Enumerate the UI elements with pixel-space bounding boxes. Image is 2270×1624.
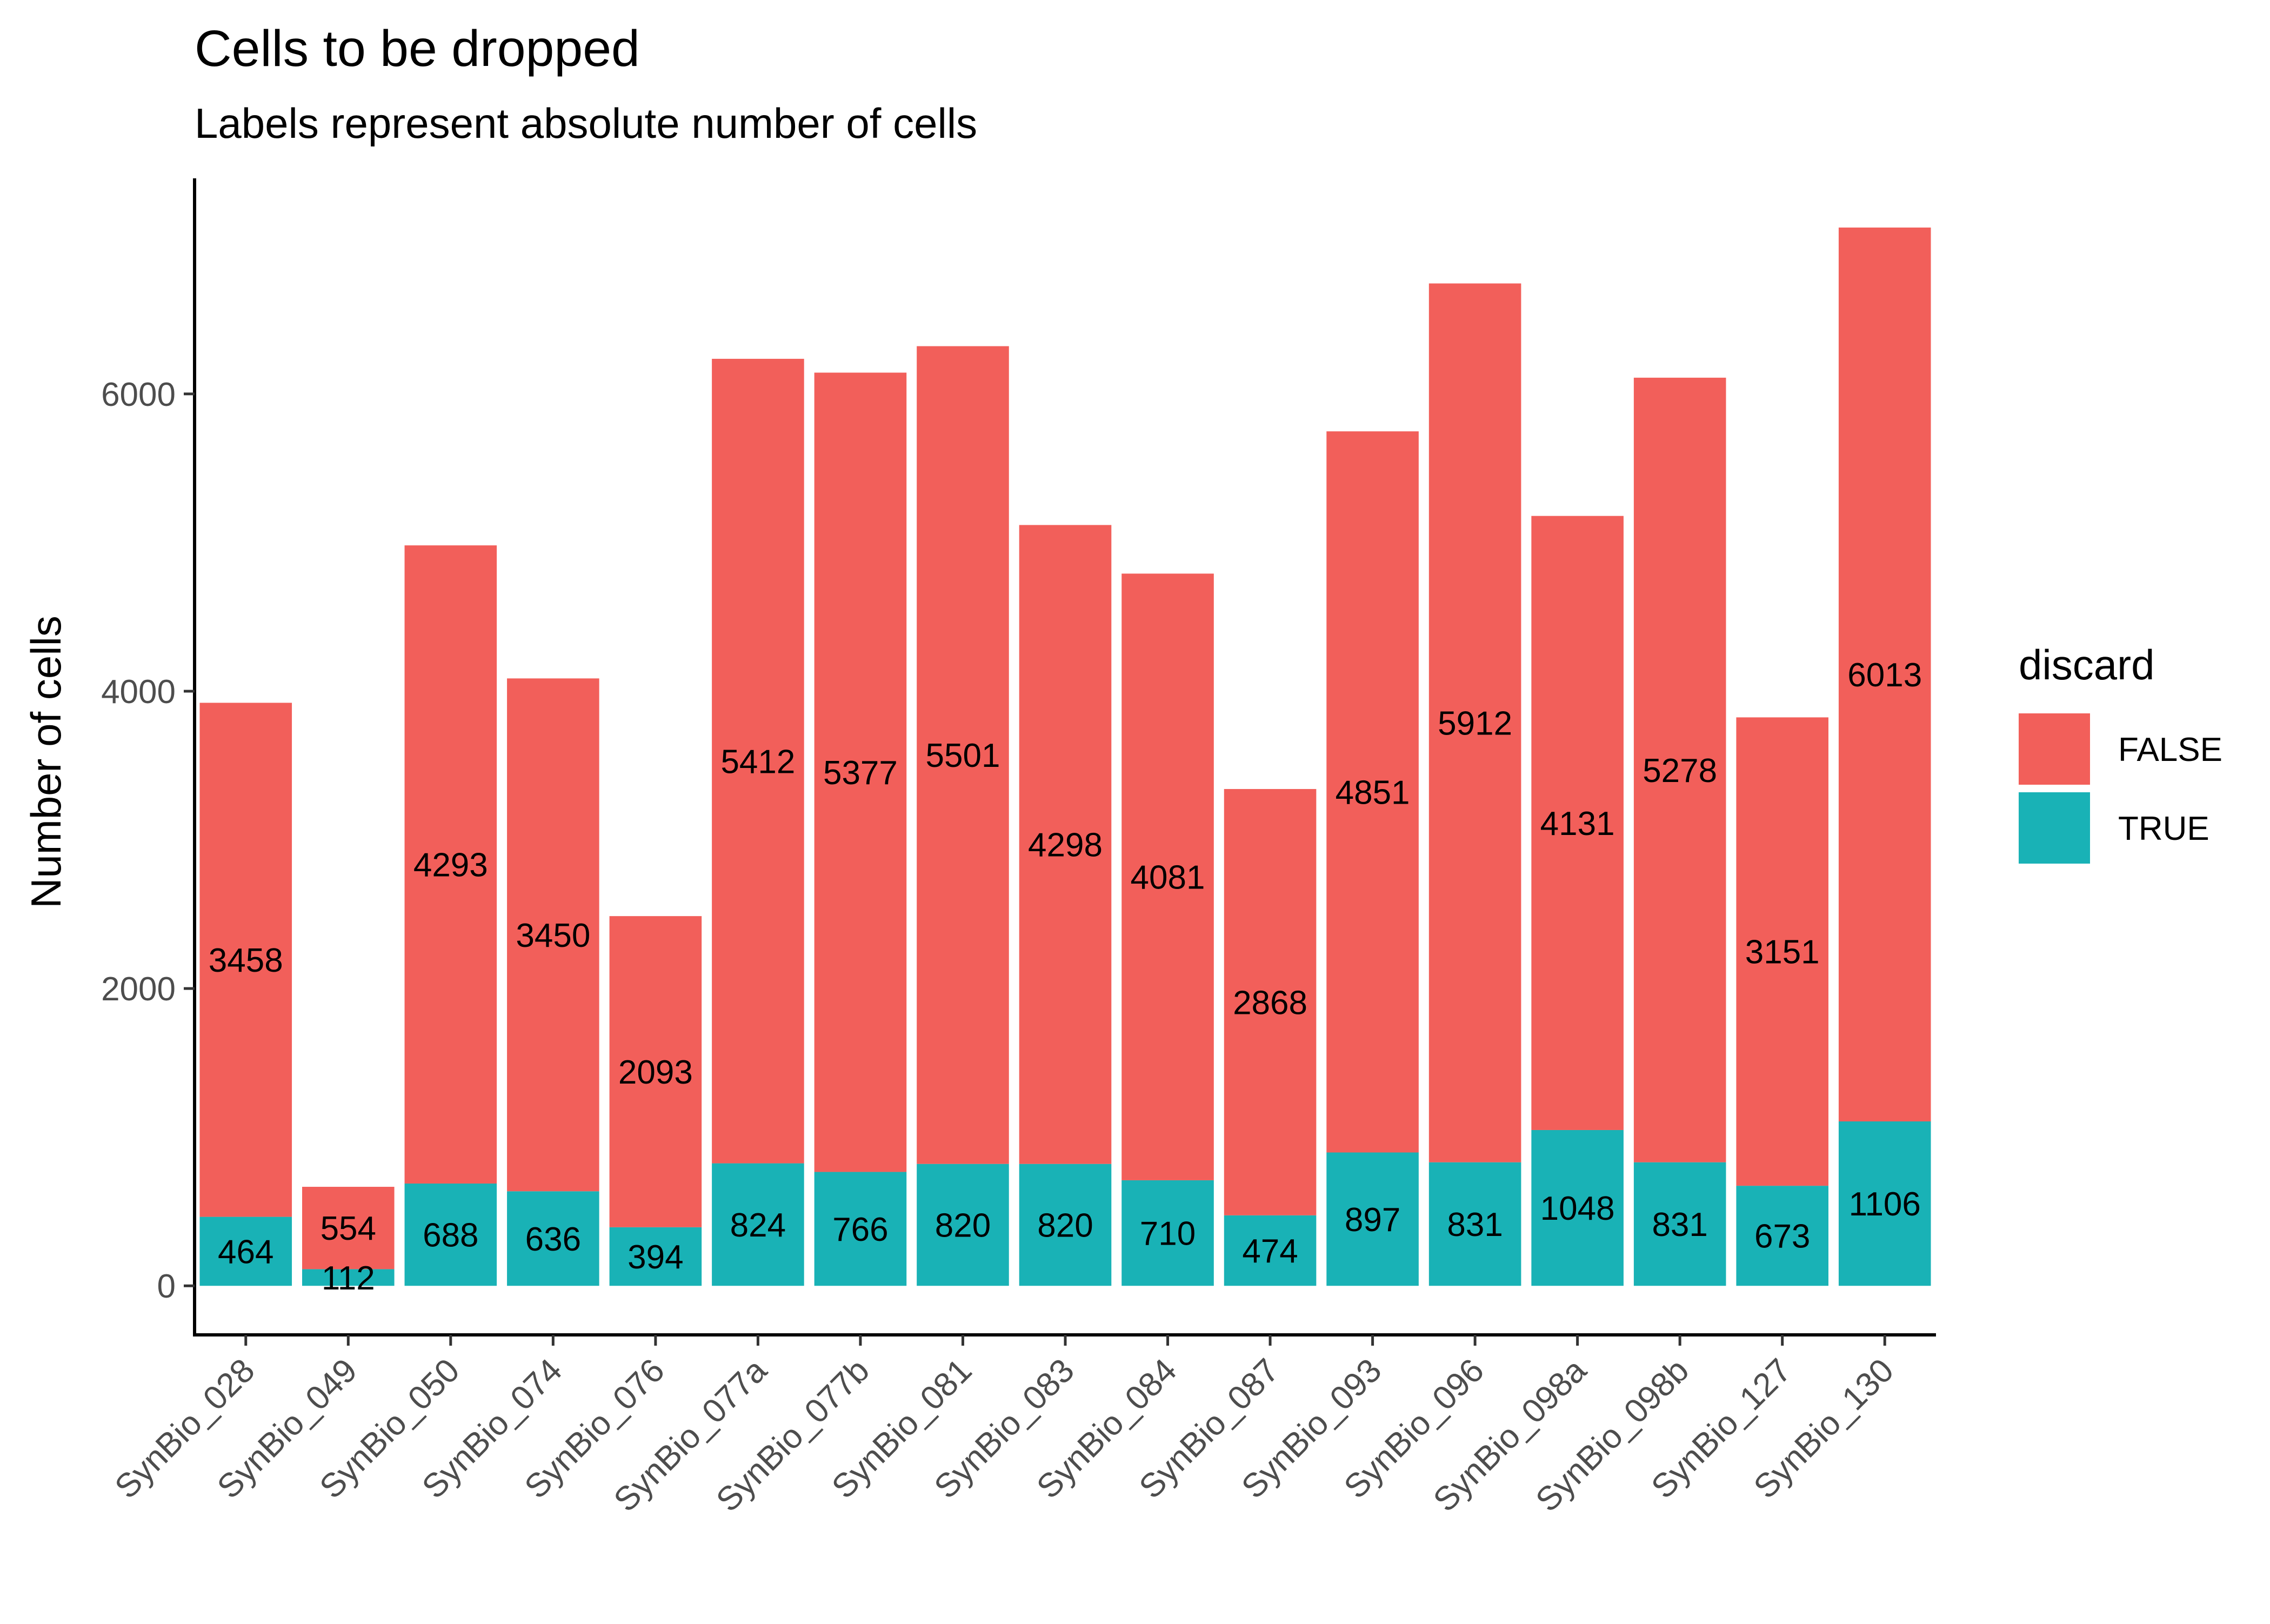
data-label-false-SynBio_076: 2093	[618, 1054, 693, 1091]
chart-title: Cells to be dropped	[195, 20, 640, 77]
bar-false-SynBio_084	[1121, 573, 1214, 1180]
bar-true-SynBio_098b	[1633, 1162, 1726, 1286]
data-label-true-SynBio_077b: 766	[832, 1211, 888, 1248]
data-label-false-SynBio_130: 6013	[1847, 657, 1922, 694]
bar-false-SynBio_081	[917, 346, 1009, 1164]
legend-key-false	[2019, 713, 2090, 785]
data-label-true-SynBio_084: 710	[1140, 1215, 1196, 1253]
data-label-false-SynBio_098b: 5278	[1643, 752, 1717, 790]
data-label-false-SynBio_127: 3151	[1745, 934, 1820, 971]
bar-true-SynBio_130	[1838, 1121, 1931, 1286]
bar-true-SynBio_098a	[1531, 1130, 1624, 1286]
data-label-true-SynBio_098a: 1048	[1540, 1190, 1615, 1227]
y-tick-label: 6000	[101, 376, 176, 413]
legend-key-true	[2019, 792, 2090, 864]
bar-false-SynBio_098b	[1633, 377, 1726, 1162]
data-label-false-SynBio_084: 4081	[1131, 859, 1205, 897]
plot-area: 464 3458 112 554 688 4293 636 3450 394 2093 824 541…	[101, 178, 1936, 1519]
bar-true-SynBio_074	[507, 1191, 599, 1286]
bar-true-SynBio_093	[1326, 1152, 1419, 1286]
data-label-false-SynBio_087: 2868	[1233, 984, 1307, 1021]
bar-false-SynBio_077a	[712, 358, 804, 1164]
y-axis-title: Number of cells	[22, 616, 70, 908]
data-label-false-SynBio_096: 5912	[1438, 705, 1512, 743]
bar-false-SynBio_077b	[814, 372, 907, 1172]
data-label-true-SynBio_083: 820	[1037, 1207, 1093, 1244]
bar-true-SynBio_050	[404, 1183, 497, 1286]
data-label-true-SynBio_127: 673	[1754, 1218, 1810, 1255]
data-label-true-SynBio_077a: 824	[730, 1207, 786, 1244]
data-label-true-SynBio_028: 464	[218, 1233, 273, 1271]
data-label-true-SynBio_087: 474	[1242, 1233, 1298, 1270]
data-label-true-SynBio_074: 636	[525, 1221, 581, 1258]
data-label-true-SynBio_050: 688	[423, 1217, 478, 1254]
data-label-true-SynBio_096: 831	[1447, 1206, 1503, 1244]
data-label-true-SynBio_130: 1106	[1849, 1186, 1921, 1223]
bar-true-SynBio_028	[199, 1217, 292, 1286]
bar-true-SynBio_076	[609, 1227, 702, 1286]
data-label-false-SynBio_098a: 4131	[1540, 805, 1615, 843]
bar-false-SynBio_093	[1326, 431, 1419, 1153]
bar-true-SynBio_083	[1019, 1164, 1112, 1286]
data-label-false-SynBio_077a: 5412	[720, 743, 795, 780]
legend-title: discard	[2019, 641, 2154, 689]
y-tick-label: 2000	[101, 971, 176, 1008]
bar-false-SynBio_130	[1838, 228, 1931, 1122]
bar-true-SynBio_049	[302, 1269, 395, 1286]
legend-label-true: TRUE	[2118, 810, 2209, 847]
data-label-false-SynBio_050: 4293	[413, 847, 488, 884]
bar-false-SynBio_083	[1019, 525, 1112, 1164]
bar-true-SynBio_127	[1736, 1186, 1828, 1286]
bar-false-SynBio_098a	[1531, 516, 1624, 1130]
data-label-true-SynBio_076: 394	[627, 1239, 683, 1276]
bar-true-SynBio_077a	[712, 1163, 804, 1286]
bar-false-SynBio_074	[507, 678, 599, 1192]
data-label-false-SynBio_093: 4851	[1336, 774, 1410, 811]
data-label-true-SynBio_049: 112	[322, 1260, 375, 1297]
y-tick-label: 0	[157, 1268, 176, 1305]
legend: discard FALSE TRUE	[2019, 641, 2222, 864]
bar-false-SynBio_050	[404, 545, 497, 1184]
bar-true-SynBio_077b	[814, 1172, 907, 1286]
data-label-false-SynBio_028: 3458	[209, 942, 283, 979]
data-label-false-SynBio_081: 5501	[926, 737, 1000, 774]
data-label-true-SynBio_098b: 831	[1652, 1206, 1707, 1244]
bar-false-SynBio_049	[302, 1187, 395, 1269]
data-label-false-SynBio_049: 554	[321, 1210, 376, 1247]
bar-true-SynBio_084	[1121, 1180, 1214, 1286]
data-label-false-SynBio_074: 3450	[516, 917, 590, 954]
data-label-true-SynBio_093: 897	[1345, 1201, 1400, 1239]
bar-true-SynBio_096	[1428, 1162, 1521, 1286]
bar-true-SynBio_087	[1224, 1215, 1317, 1286]
data-label-true-SynBio_081: 820	[935, 1207, 991, 1244]
bar-false-SynBio_076	[609, 916, 702, 1227]
bar-false-SynBio_087	[1224, 788, 1317, 1215]
chart-subtitle: Labels represent absolute number of cell…	[195, 99, 977, 147]
bar-false-SynBio_127	[1736, 717, 1828, 1186]
legend-label-false: FALSE	[2118, 731, 2222, 768]
bar-false-SynBio_028	[199, 703, 292, 1217]
bar-false-SynBio_096	[1428, 283, 1521, 1162]
data-label-false-SynBio_083: 4298	[1028, 827, 1103, 864]
bar-true-SynBio_081	[917, 1164, 1009, 1286]
y-tick-label: 4000	[101, 673, 176, 711]
data-label-false-SynBio_077b: 5377	[823, 754, 898, 792]
